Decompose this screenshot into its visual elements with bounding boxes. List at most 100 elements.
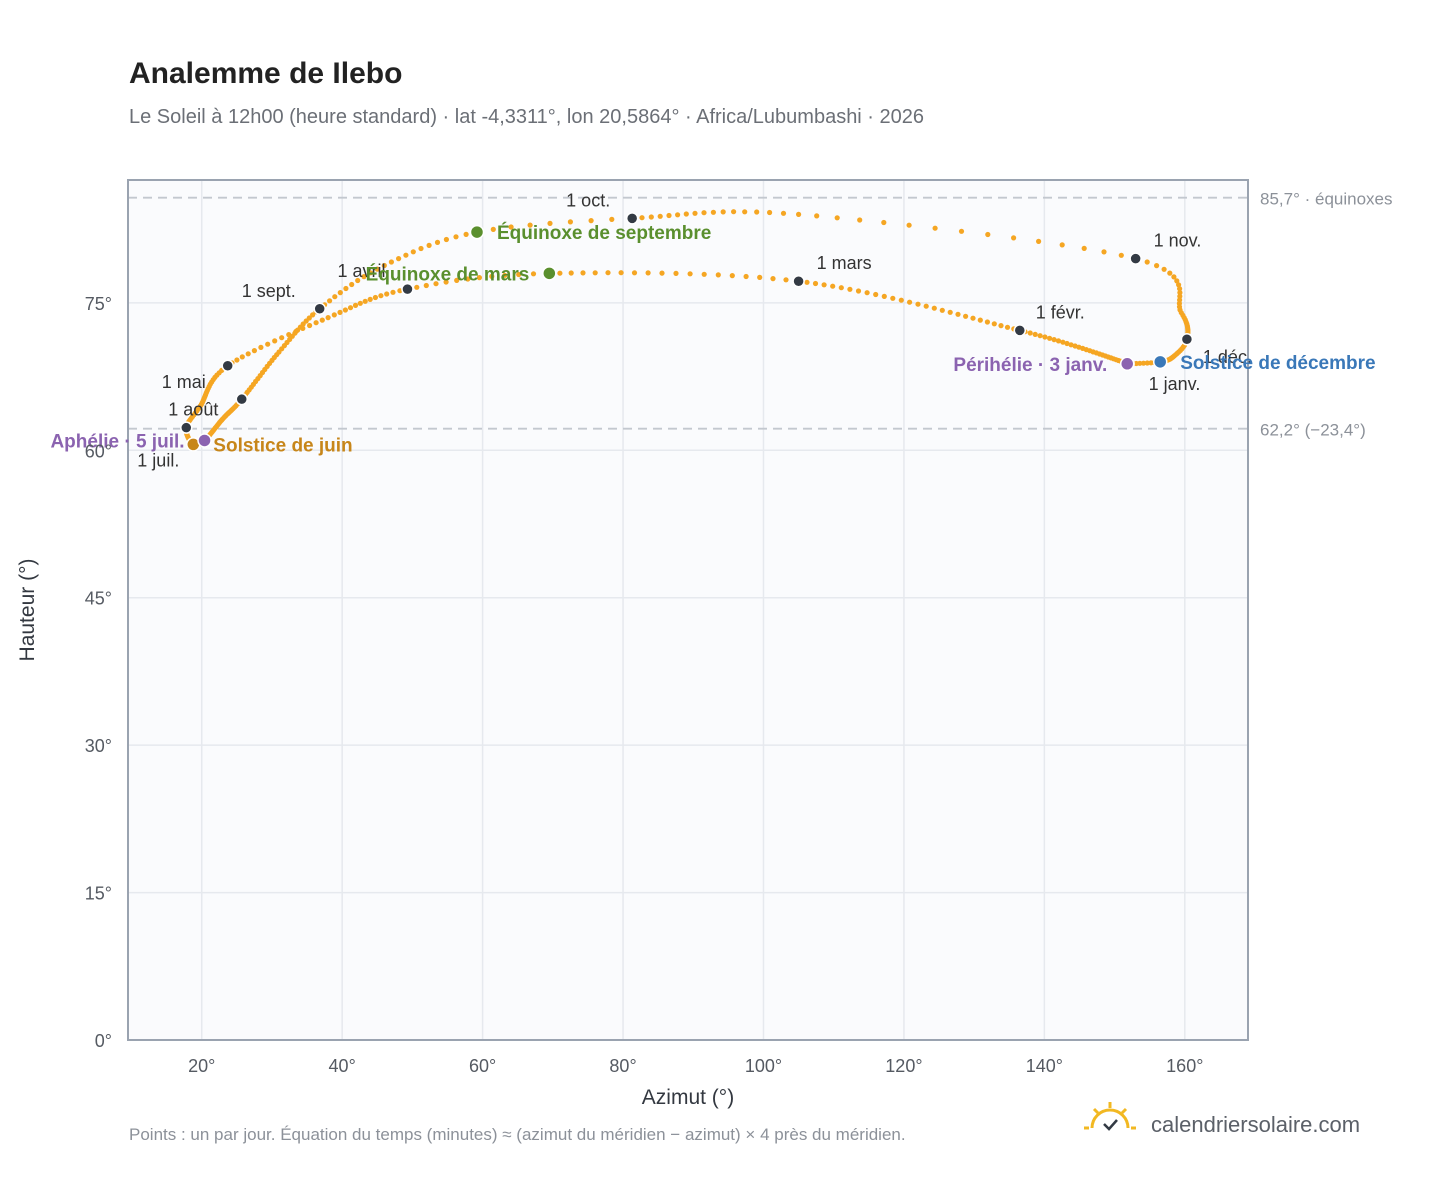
daily-sun-point [639, 215, 645, 221]
daily-sun-point [985, 231, 991, 238]
daily-sun-point [687, 271, 693, 277]
x-tick-label: 120° [885, 1056, 922, 1076]
event-marker [469, 224, 485, 240]
daily-sun-point [881, 293, 887, 299]
daily-sun-point [313, 320, 319, 326]
event-label: Équinoxe de mars [366, 263, 530, 285]
daily-sun-point [319, 317, 325, 323]
event-marker [1152, 354, 1168, 370]
daily-sun-point [239, 354, 245, 360]
daily-sun-point [754, 209, 760, 215]
daily-sun-point [588, 218, 594, 224]
x-tick-label: 60° [469, 1056, 496, 1076]
daily-sun-point [1177, 293, 1183, 299]
daily-sun-point [1148, 360, 1154, 366]
daily-sun-point [1140, 360, 1147, 366]
month-marker [221, 359, 234, 373]
event-label: Solstice de juin [213, 435, 352, 456]
daily-sun-point [720, 209, 726, 215]
daily-sun-point [465, 276, 471, 282]
daily-sun-point [857, 217, 863, 223]
daily-sun-point [804, 279, 810, 285]
daily-sun-point [1081, 245, 1087, 251]
daily-sun-point [742, 209, 748, 215]
month-markers: 1 janv. 1 févr. 1 mars 1 avril 1 mai 1 juil. 1… [137, 190, 1252, 470]
event-marker [1119, 356, 1135, 372]
daily-sun-point [516, 271, 522, 278]
daily-sun-point [907, 299, 913, 305]
daily-sun-point [1047, 335, 1053, 341]
y-tick-label: 0° [95, 1031, 112, 1051]
daily-sun-point [767, 209, 773, 216]
daily-sun-point [1060, 339, 1066, 345]
daily-sun-point [757, 274, 763, 280]
month-label: 1 mars [817, 253, 872, 273]
month-marker [401, 282, 414, 296]
daily-sun-point [834, 215, 840, 221]
month-label: 1 nov. [1154, 231, 1202, 251]
daily-sun-point [414, 284, 420, 290]
y-tick-label: 60° [85, 441, 112, 461]
daily-sun-point [648, 214, 654, 220]
daily-sun-point [864, 290, 870, 296]
daily-sun-point [731, 209, 737, 215]
month-marker [625, 212, 639, 225]
daily-sun-point [710, 209, 717, 215]
daily-sun-point [306, 315, 312, 321]
event-label: Aphélie · 5 juil. [50, 431, 184, 452]
plot-frame [127, 179, 1249, 1041]
daily-sun-point [423, 282, 429, 289]
daily-sun-point [1055, 338, 1062, 344]
daily-sun-point [568, 270, 574, 276]
daily-sun-point [357, 300, 363, 306]
daily-sun-point [838, 285, 844, 291]
daily-sun-point [547, 220, 553, 226]
daily-sun-point [343, 285, 349, 292]
daily-sun-point [443, 236, 449, 243]
reference-lines: 85,7° · équinoxes 62,2° (−23,4°) [128, 190, 1393, 440]
daily-sun-point [821, 282, 827, 288]
month-label: 1 juil. [137, 450, 179, 470]
daily-sun-point [234, 357, 240, 363]
daily-sun-point [932, 225, 938, 231]
daily-sun-point [675, 212, 681, 218]
daily-sun-point [977, 317, 983, 323]
daily-sun-point [770, 276, 776, 282]
month-marker [313, 302, 326, 316]
daily-sun-point [372, 294, 378, 301]
daily-sun-point [1036, 238, 1042, 244]
daily-sun-point [970, 315, 976, 321]
daily-sun-point [618, 270, 624, 276]
daily-sun-point [657, 213, 663, 219]
event-label: Équinoxe de septembre [497, 222, 711, 244]
daily-sun-point [998, 323, 1004, 329]
daily-sun-point [1171, 274, 1177, 280]
y-axis-label: Hauteur (°) [16, 559, 39, 662]
daily-sun-point [991, 321, 997, 327]
daily-sun-point [279, 335, 285, 341]
daily-sun-point [898, 297, 904, 303]
daily-sun-point [906, 222, 912, 228]
brand-name: calendriersolaire.com [1151, 1112, 1360, 1137]
daily-sun-point [814, 213, 820, 219]
reference-line-label: 85,7° · équinoxes [1260, 190, 1393, 209]
x-tick-label: 140° [1026, 1056, 1063, 1076]
daily-sun-point [355, 277, 361, 284]
daily-sun-point [418, 245, 424, 252]
daily-sun-point [384, 291, 390, 297]
daily-sun-point [915, 301, 921, 307]
daily-sun-point [310, 312, 316, 318]
x-tick-label: 160° [1166, 1056, 1203, 1076]
daily-sun-point [931, 305, 937, 311]
daily-sun-point [251, 348, 257, 354]
daily-sun-point [390, 289, 396, 295]
daily-sun-point [1101, 249, 1107, 255]
daily-sun-point [673, 270, 679, 276]
daily-sun-point [743, 273, 749, 280]
event-label: Solstice de décembre [1180, 353, 1375, 374]
daily-sun-point [337, 309, 343, 315]
daily-sun-point [715, 272, 721, 278]
footnote: Points : un par jour. Équation du temps … [129, 1125, 906, 1144]
daily-sun-point [1011, 235, 1017, 241]
